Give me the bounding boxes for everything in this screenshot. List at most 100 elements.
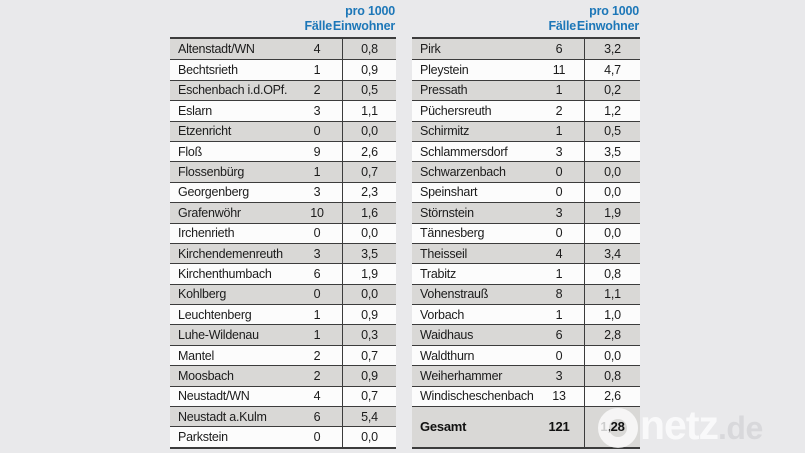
table-row: Weiherhammer 3 0,8 bbox=[412, 365, 640, 386]
municipality-name: Luhe-Wildenau bbox=[178, 328, 259, 343]
per-1000-value: 3,5 bbox=[342, 243, 396, 264]
cases-value: 0 bbox=[313, 124, 321, 139]
cases-value: 1 bbox=[555, 124, 563, 139]
cases-value: 6 bbox=[555, 328, 563, 343]
municipality-name: Schirmitz bbox=[420, 124, 470, 139]
table-row: Vorbach 1 1,0 bbox=[412, 304, 640, 325]
table-row: Tännesberg 0 0,0 bbox=[412, 222, 640, 243]
table-row: Eslarn 3 1,1 bbox=[170, 100, 396, 121]
cases-value: 8 bbox=[555, 287, 563, 302]
per-1000-value: 3,5 bbox=[584, 141, 640, 162]
municipality-name: Trabitz bbox=[420, 266, 456, 281]
municipality-name: Pressath bbox=[420, 83, 468, 98]
municipality-name: Neustadt a.Kulm bbox=[178, 409, 267, 424]
cases-value: 0 bbox=[555, 348, 563, 363]
per-1000-value: 1,2 bbox=[584, 101, 640, 121]
per-1000-value: 2,8 bbox=[584, 325, 640, 345]
per-1000-value: 0,0 bbox=[342, 284, 396, 305]
per-1000-value: 0,7 bbox=[342, 386, 396, 407]
municipality-name: Vohenstrauß bbox=[420, 287, 489, 302]
table-row: Vohenstrauß 8 1,1 bbox=[412, 283, 640, 305]
cases-value: 2 bbox=[313, 368, 321, 383]
table-row: Etzenricht 0 0,0 bbox=[170, 120, 396, 141]
cases-value: 3 bbox=[313, 185, 321, 200]
per-1000-value: 0,8 bbox=[584, 264, 640, 284]
table-row: Trabitz 1 0,8 bbox=[412, 263, 640, 284]
municipality-name: Leuchtenberg bbox=[178, 307, 252, 322]
table-row: Schlammersdorf 3 3,5 bbox=[412, 140, 640, 162]
per-1000-value: 1,9 bbox=[584, 203, 640, 223]
municipality-name: Eschenbach i.d.OPf. bbox=[178, 83, 288, 98]
municipality-name: Vorbach bbox=[420, 307, 465, 322]
onetz-ring-o-icon bbox=[598, 408, 638, 448]
table-left: Fälle pro 1000 Einwohner Altenstadt/WN 4… bbox=[170, 0, 396, 449]
cases-value: 3 bbox=[313, 103, 321, 118]
municipality-name: Kirchenthumbach bbox=[178, 266, 272, 281]
per-1000-value: 4,7 bbox=[584, 60, 640, 80]
per-1000-value: 1,6 bbox=[342, 203, 396, 223]
municipality-name: Grafenwöhr bbox=[178, 205, 241, 220]
cases-value: 1 bbox=[313, 307, 321, 322]
cases-value: 0 bbox=[555, 226, 563, 241]
table-row: Windischeschenbach 13 2,6 bbox=[412, 385, 640, 407]
table-row: Bechtsrieth 1 0,9 bbox=[170, 59, 396, 80]
per-1000-value: 0,7 bbox=[342, 345, 396, 366]
table-row: Flossenbürg 1 0,7 bbox=[170, 161, 396, 182]
per-1000-value: 0,0 bbox=[342, 121, 396, 141]
per-1000-value: 0,2 bbox=[584, 80, 640, 101]
municipality-name: Pirk bbox=[420, 42, 441, 57]
municipality-name: Theisseil bbox=[420, 246, 468, 261]
cases-value: 4 bbox=[313, 389, 321, 404]
per-1000-value: 0,0 bbox=[584, 162, 640, 182]
per-1000-value: 2,6 bbox=[342, 141, 396, 162]
municipality-name: Neustadt/WN bbox=[178, 389, 250, 404]
cases-value: 3 bbox=[555, 205, 563, 220]
per-1000-value: 3,2 bbox=[584, 39, 640, 60]
per-1000-value: 0,7 bbox=[342, 162, 396, 182]
table-row: Leuchtenberg 1 0,9 bbox=[170, 304, 396, 325]
municipality-name: Bechtsrieth bbox=[178, 63, 238, 78]
cases-column-header: Fälle bbox=[304, 19, 333, 33]
per-1000-value: 1,1 bbox=[584, 284, 640, 305]
cases-value: 1 bbox=[555, 83, 563, 98]
cases-value: 6 bbox=[555, 42, 563, 57]
per-1000-value: 5,4 bbox=[342, 407, 396, 427]
cases-value: 6 bbox=[313, 266, 321, 281]
onetz-logo: netz .de bbox=[598, 405, 763, 448]
municipality-name: Georgenberg bbox=[178, 185, 249, 200]
municipality-name: Tännesberg bbox=[420, 226, 485, 241]
municipality-name: Weiherhammer bbox=[420, 368, 503, 383]
municipality-name: Eslarn bbox=[178, 103, 212, 118]
municipality-name: Flossenbürg bbox=[178, 165, 245, 180]
cases-value: 1 bbox=[555, 266, 563, 281]
table-row: Theisseil 4 3,4 bbox=[412, 242, 640, 264]
table-row: Grafenwöhr 10 1,6 bbox=[170, 202, 396, 223]
tables-area: Fälle pro 1000 Einwohner Altenstadt/WN 4… bbox=[170, 0, 640, 449]
municipality-name: Störnstein bbox=[420, 205, 474, 220]
municipality-name: Kirchendemenreuth bbox=[178, 246, 283, 261]
cases-value: 13 bbox=[552, 389, 566, 404]
municipality-name: Mantel bbox=[178, 348, 215, 363]
cases-value: 6 bbox=[313, 409, 321, 424]
municipality-name: Etzenricht bbox=[178, 124, 232, 139]
per-1000-value: 0,5 bbox=[342, 80, 396, 101]
table-right: Fälle pro 1000 Einwohner Pirk 6 3,2 Pley… bbox=[412, 0, 640, 449]
table-row: Parkstein 0 0,0 bbox=[170, 426, 396, 447]
per-1000-value: 1,1 bbox=[342, 101, 396, 121]
cases-value: 3 bbox=[555, 144, 563, 159]
cases-value: 2 bbox=[313, 83, 321, 98]
onetz-logo-text: netz bbox=[640, 402, 719, 448]
municipality-name: Altenstadt/WN bbox=[178, 42, 255, 57]
municipality-name: Pleystein bbox=[420, 63, 469, 78]
cases-value: 1 bbox=[313, 328, 321, 343]
total-cases-value: 121 bbox=[548, 419, 570, 435]
cases-column-header: Fälle bbox=[548, 19, 577, 33]
per-1000-value: 2,3 bbox=[342, 182, 396, 203]
per-1000-value: 1,9 bbox=[342, 264, 396, 284]
table-row: Pleystein 11 4,7 bbox=[412, 59, 640, 80]
cases-value: 3 bbox=[555, 368, 563, 383]
table-row: Waidhaus 6 2,8 bbox=[412, 324, 640, 345]
municipality-name: Parkstein bbox=[178, 430, 228, 445]
per-1000-value: 0,9 bbox=[342, 366, 396, 386]
municipality-name: Kohlberg bbox=[178, 287, 227, 302]
